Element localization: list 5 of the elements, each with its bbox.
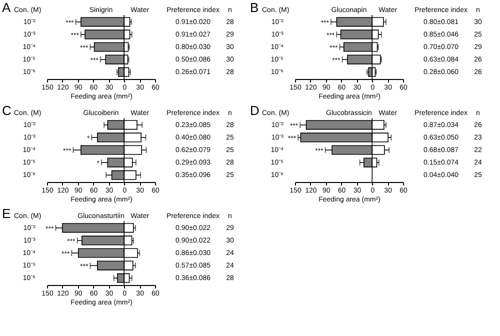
chart-title: D [250, 103, 260, 118]
chart-title: E [2, 206, 11, 221]
chart-title: C [2, 103, 12, 118]
chart-title: A [2, 0, 11, 15]
chart-title: B [250, 0, 259, 15]
